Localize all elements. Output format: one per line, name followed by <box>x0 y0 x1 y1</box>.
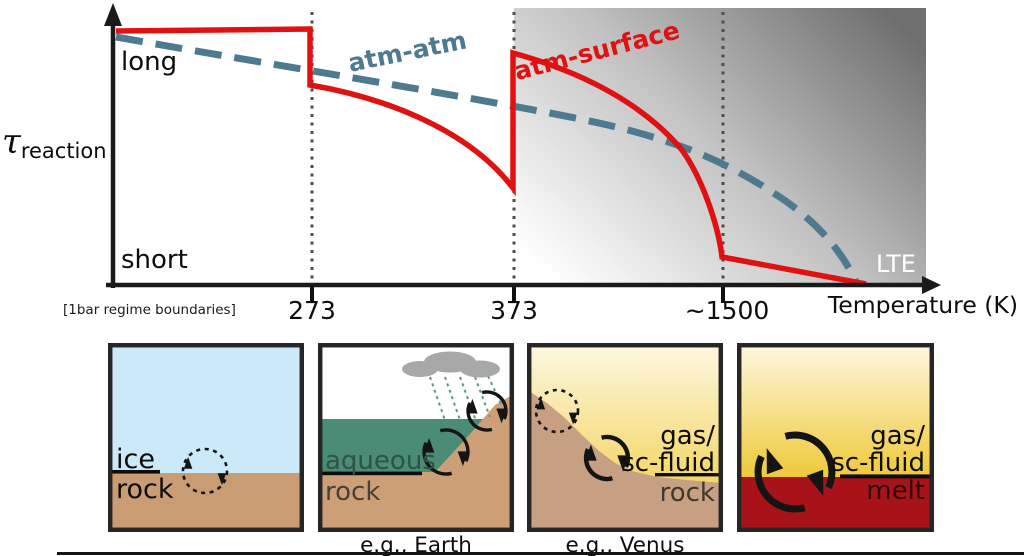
rain-dashes <box>429 375 503 424</box>
tau-subscript: reaction <box>20 139 107 163</box>
cycle-arrow-lower <box>422 428 470 476</box>
lower-phase-label: rock <box>325 477 380 507</box>
long-label: long <box>121 47 177 77</box>
panel-border <box>527 343 723 532</box>
x-axis-arrowhead <box>922 276 941 294</box>
dashed-arrowhead-down <box>217 473 227 486</box>
panel-aqueous-rock: aqueous rock <box>318 343 514 532</box>
water-region <box>320 419 487 472</box>
lower-phase-label: melt <box>866 476 925 506</box>
upper-phase-label-2: sc-fluid <box>621 448 715 478</box>
earth-caption: e.g., Earth <box>360 533 472 556</box>
bottom-crop-line <box>57 552 1024 555</box>
interface-underline <box>110 470 160 474</box>
tick-label-1500: ~1500 <box>685 296 770 325</box>
cycle-arrow-large <box>754 431 836 513</box>
rock-region <box>320 395 512 530</box>
rock-region <box>529 391 721 530</box>
upper-phase-label: ice <box>116 444 155 475</box>
y-axis-arrowhead <box>104 3 122 26</box>
arrowhead <box>496 408 507 424</box>
atm-atm-curve <box>115 33 860 284</box>
regime-boundaries-note: [1bar regime boundaries] <box>63 302 236 318</box>
cloud-icon <box>402 351 500 378</box>
panel-border <box>737 343 934 532</box>
short-label: short <box>121 245 188 275</box>
upper-phase-label: aqueous <box>325 446 436 476</box>
tau-symbol: τ <box>2 122 21 162</box>
panel-border <box>108 343 304 532</box>
dashed-arrowhead-down <box>568 412 578 425</box>
upper-phase-label-1: gas/ <box>660 421 715 451</box>
interface-underline <box>655 473 719 477</box>
slow-cycle-dashed-arrow <box>534 388 580 434</box>
interface-underline <box>840 474 931 479</box>
arrowhead <box>423 437 435 453</box>
arrowhead <box>617 455 629 472</box>
upper-phase-label-1: gas/ <box>870 421 925 451</box>
rock-region <box>108 473 304 532</box>
atm-atm-label: atm-atm <box>346 25 469 77</box>
panel-gas-rock: gas/ sc-fluid rock <box>527 343 723 532</box>
cycle-arrow <box>583 434 631 482</box>
temperature-axis-label: Temperature (K) <box>827 291 1018 319</box>
arrowhead <box>457 451 469 467</box>
melt-region <box>737 477 934 532</box>
panel-ice-rock: ice rock <box>108 343 304 532</box>
interface-underline <box>320 471 422 476</box>
arrowhead <box>467 398 478 414</box>
dashed-arrowhead-up <box>536 397 546 410</box>
arrowhead <box>766 448 784 475</box>
venus-caption: e.g., Venus <box>565 533 685 556</box>
slow-cycle-dashed-arrow <box>181 447 229 495</box>
lte-label: LTE <box>876 250 916 278</box>
panel-gas-melt: gas/ sc-fluid melt <box>737 343 934 532</box>
reaction-timescale-plot: long short atm-atm atm-surface LTE 273 3… <box>63 3 1018 325</box>
y-axis-title: τreaction <box>2 122 107 163</box>
arrowhead <box>806 469 824 496</box>
lower-phase-label: rock <box>116 474 174 505</box>
dashed-arrowhead-up <box>183 456 193 469</box>
arrowhead <box>585 444 597 461</box>
tick-label-373: 373 <box>490 296 538 325</box>
panel-border <box>318 343 514 532</box>
atm-surface-curve <box>115 26 867 287</box>
upper-phase-label-2: sc-fluid <box>831 448 925 478</box>
tick-label-273: 273 <box>288 296 336 325</box>
cycle-arrow-upper <box>466 390 508 432</box>
lower-phase-label: rock <box>660 478 715 508</box>
